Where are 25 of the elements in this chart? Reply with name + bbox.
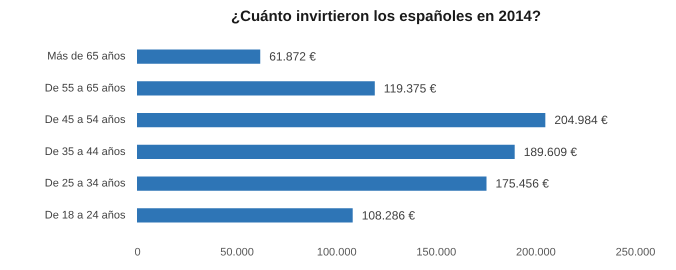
data-label: 204.984 € xyxy=(554,113,608,128)
y-tick-label: De 18 a 24 años xyxy=(44,209,126,222)
bar xyxy=(137,112,546,128)
x-tick-label: 50.000 xyxy=(220,246,254,258)
y-tick-label: De 45 a 54 años xyxy=(44,114,126,126)
data-label: 175.456 € xyxy=(496,176,550,191)
bar xyxy=(137,144,515,160)
data-label: 108.286 € xyxy=(362,208,416,222)
x-tick-label: 250.000 xyxy=(616,246,656,258)
bar xyxy=(137,50,260,64)
y-tick-label: De 55 a 65 años xyxy=(44,82,126,94)
data-label: 119.375 € xyxy=(384,81,437,96)
bar xyxy=(137,176,487,191)
x-tick-label: 150.000 xyxy=(416,246,456,258)
x-tick-label: 100.000 xyxy=(316,246,357,258)
y-tick-label: De 35 a 44 años xyxy=(44,146,126,158)
bar xyxy=(137,81,375,96)
x-tick-label: 200.000 xyxy=(516,246,556,258)
y-tick-label: De 25 a 34 años xyxy=(44,178,126,190)
x-tick-label: 0 xyxy=(134,246,141,258)
bar xyxy=(137,208,353,222)
chart-title: ¿Cuánto invirtieron los españoles en 2014? xyxy=(230,8,542,25)
data-label: 189.609 € xyxy=(524,144,578,159)
y-tick-label: Más de 65 años xyxy=(47,50,126,63)
data-label: 61.872 € xyxy=(269,50,316,64)
